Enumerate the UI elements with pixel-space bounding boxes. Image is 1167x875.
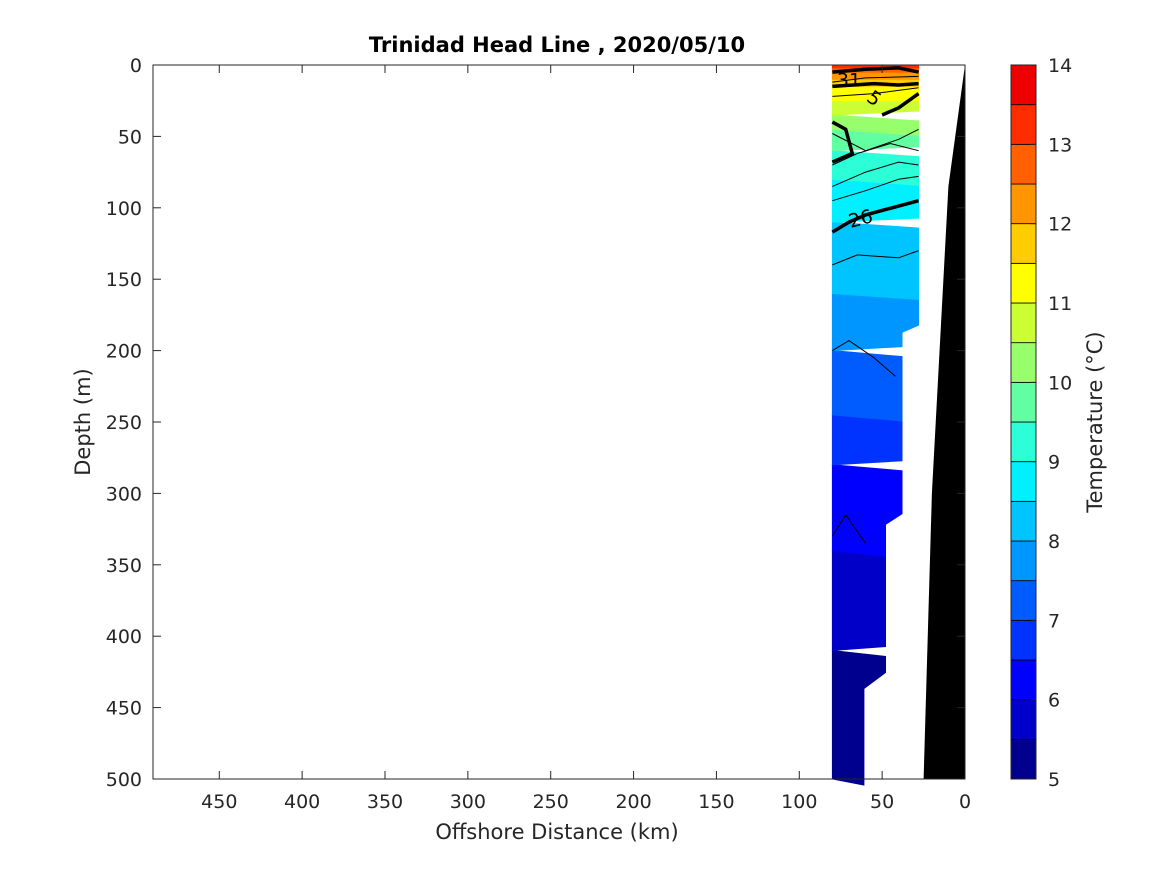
x-tick-label: 50	[870, 791, 894, 813]
temperature-band	[831, 410, 903, 466]
x-axis-label: Offshore Distance (km)	[435, 820, 678, 844]
colorbar-tick-label: 10	[1048, 372, 1072, 394]
colorbar-band	[1010, 262, 1037, 304]
colorbar-band	[1010, 421, 1037, 463]
contour-line	[832, 175, 919, 202]
temperature-band	[831, 288, 920, 352]
contour-line	[832, 340, 896, 377]
x-tick-label: 150	[698, 791, 734, 813]
contour-line	[832, 161, 919, 187]
x-tick-label: 350	[367, 791, 403, 813]
colorbar-frame	[1010, 64, 1037, 780]
colorbar-band	[1010, 381, 1037, 423]
colorbar-band	[1010, 699, 1037, 740]
y-tick-label: 250	[106, 412, 142, 434]
contour-line	[832, 250, 919, 266]
y-tick-label: 300	[106, 483, 142, 505]
colorbar-band	[1010, 461, 1037, 502]
colorbar-band	[1010, 64, 1037, 106]
x-tick-label: 300	[450, 791, 486, 813]
colorbar-tick-label: 11	[1048, 293, 1072, 315]
colorbar-band	[1010, 619, 1037, 661]
colorbar-tick-label: 5	[1048, 769, 1060, 791]
temperature-band	[831, 114, 920, 136]
contour-line-bold	[832, 81, 919, 89]
y-tick-label: 50	[118, 126, 142, 148]
colorbar-band	[1010, 183, 1037, 225]
x-tick-label: 0	[959, 791, 971, 813]
colorbar: 5 6 7 8 9 10 11 12 13 14	[1010, 55, 1072, 791]
colorbar-tick-label: 8	[1048, 531, 1060, 553]
y-tick-label: 400	[106, 626, 142, 648]
plot-area	[831, 64, 965, 786]
temperature-band	[831, 464, 903, 558]
colorbar-band	[1010, 223, 1037, 264]
colorbar-label: Temperature (°C)	[1083, 331, 1107, 513]
axes: 450 400 350 300 250 200 150 100 50 00501001502002…	[106, 55, 971, 813]
bathymetry	[923, 65, 965, 779]
temperature-band	[831, 649, 886, 786]
colorbar-tick-label: 7	[1048, 610, 1060, 632]
colorbar-band	[1010, 104, 1037, 145]
x-tick-label: 250	[533, 791, 569, 813]
x-tick-label: 400	[284, 791, 320, 813]
temperature-band	[831, 545, 886, 652]
contour-line-bold	[831, 120, 855, 164]
colorbar-tick-label: 6	[1048, 690, 1060, 712]
colorbar-band	[1010, 580, 1037, 621]
temperature-band	[831, 174, 920, 223]
colorbar-band	[1010, 302, 1037, 344]
contour-line	[832, 75, 919, 83]
y-axis-label: Depth (m)	[71, 368, 95, 475]
contour-line-bold	[831, 199, 920, 234]
temperature-band	[831, 350, 903, 422]
y-tick-label: 100	[106, 198, 142, 220]
contour-line-bold	[881, 92, 920, 117]
y-tick-label: 0	[130, 55, 142, 77]
colorbar-tick-label: 9	[1048, 452, 1060, 474]
contour-line	[831, 513, 867, 544]
colorbar-band	[1010, 500, 1037, 542]
colorbar-band	[1010, 342, 1037, 383]
x-tick-label: 100	[781, 791, 817, 813]
colorbar-band	[1010, 540, 1037, 582]
y-tick-label: 350	[106, 555, 142, 577]
temperature-band	[831, 221, 920, 301]
colorbar-band	[1010, 659, 1037, 701]
colorbar-band	[1010, 143, 1037, 185]
chart-title: Trinidad Head Line , 2020/05/10	[369, 33, 745, 57]
y-tick-label: 150	[106, 269, 142, 291]
colorbar-band	[1010, 738, 1037, 780]
contour-line	[832, 87, 919, 97]
colorbar-tick-label: 13	[1048, 134, 1072, 156]
x-tick-label: 450	[201, 791, 237, 813]
x-tick-label: 200	[615, 791, 651, 813]
y-tick-label: 200	[106, 341, 142, 363]
colorbar-tick-label: 14	[1048, 55, 1072, 77]
contour-label: 31	[837, 69, 861, 91]
y-tick-label: 450	[106, 698, 142, 720]
y-tick-label: 500	[106, 769, 142, 791]
contour-line	[832, 142, 919, 166]
colorbar-tick-label: 12	[1048, 214, 1072, 236]
